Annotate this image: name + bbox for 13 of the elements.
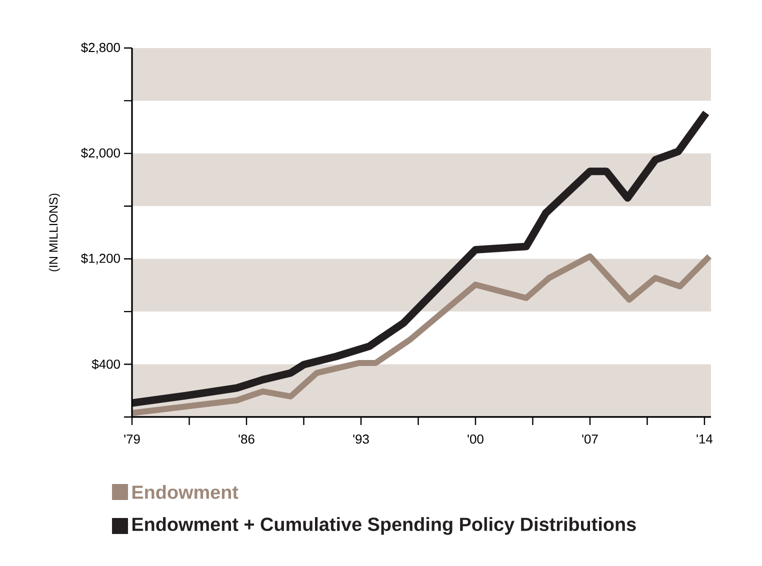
y-tick-label: $2,800 xyxy=(81,42,120,54)
x-tick-label: '93 xyxy=(353,434,369,444)
y-tick-label: $1,200 xyxy=(81,253,120,264)
legend-label: Endowment + Cumulative Spending Policy Distributions xyxy=(132,517,636,535)
x-tick-label: '00 xyxy=(468,434,484,444)
legend-label: Endowment xyxy=(132,485,238,499)
x-tick-label: '14 xyxy=(696,434,713,444)
y-tick-label: $400 xyxy=(92,359,120,370)
y-tick-label: $2,000 xyxy=(81,148,120,160)
x-tick-label: '79 xyxy=(124,434,140,444)
x-tick-label: '86 xyxy=(238,434,254,444)
y-axis-title: (IN MILLIONS) xyxy=(48,194,60,272)
x-tick-label: '07 xyxy=(582,434,598,444)
